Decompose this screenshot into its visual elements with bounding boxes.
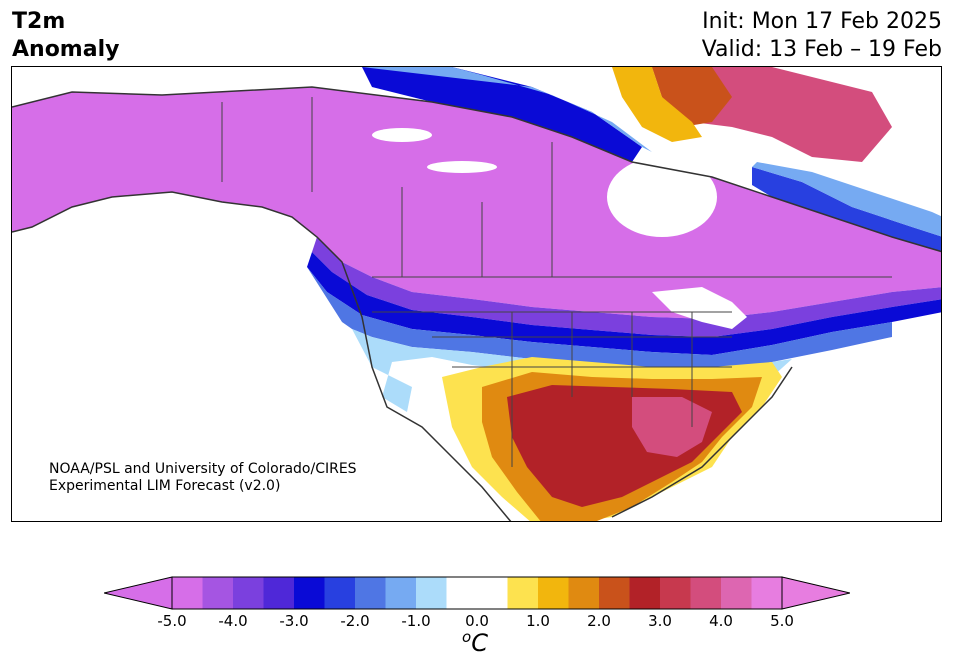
cold-anomaly-region: [12, 87, 941, 319]
baffin-warm: [612, 67, 702, 142]
colorbar-segment: [751, 577, 783, 609]
colorbar-frame: [171, 576, 783, 610]
colorbar-tick-label: 1.0: [526, 612, 550, 630]
colorbar-tick-label: -3.0: [279, 612, 309, 630]
colorbar-segment: [172, 577, 203, 609]
unit-degree: o: [462, 628, 472, 646]
colorbar-segment: [446, 577, 478, 609]
colorbar-segment: [294, 577, 325, 609]
northeast-cold-band: [752, 167, 941, 252]
colorbar-tick-label: 3.0: [648, 612, 672, 630]
hudson-bay: [607, 157, 717, 237]
colorbar-segment: [385, 577, 417, 609]
colorbar-segment: [538, 577, 569, 609]
colorbar-segment: [477, 577, 508, 609]
colorbar-segment: [629, 577, 661, 609]
colorbar-segment: [202, 577, 234, 609]
colorbar-segment: [263, 577, 295, 609]
arctic-light-band: [362, 67, 652, 152]
colorbar-extend-high: [781, 576, 850, 610]
forecast-dates: Init: Mon 17 Feb 2025 Valid: 13 Feb – 19…: [702, 8, 942, 64]
map-title: T2m Anomaly: [12, 8, 119, 64]
coastline: [12, 86, 941, 521]
colorbar-tick-label: 0.0: [465, 612, 489, 630]
colorbar-tick-label: -5.0: [157, 612, 187, 630]
great-bear-lake: [372, 128, 432, 142]
colorbar-tick-label: -2.0: [340, 612, 370, 630]
title-line-1: T2m: [12, 9, 66, 34]
map-canvas: [12, 67, 941, 521]
cold-band-mid: [307, 267, 892, 372]
credit-line-2: Experimental LIM Forecast (v2.0): [49, 478, 281, 494]
init-date: Init: Mon 17 Feb 2025: [702, 9, 942, 34]
colorbar-tick-label: -1.0: [401, 612, 431, 630]
colorbar-tick-label: 5.0: [770, 612, 794, 630]
unit-base: C: [471, 629, 488, 657]
colorbar: [104, 576, 850, 610]
credit-text: NOAA/PSL and University of Colorado/CIRE…: [49, 461, 357, 495]
colorbar-extend-low: [104, 576, 173, 610]
great-slave-lake: [427, 161, 497, 173]
colorbar-segment: [355, 577, 386, 609]
colorbar-segment: [660, 577, 691, 609]
colorbar-segment: [416, 577, 447, 609]
colorbar-segment: [507, 577, 539, 609]
colorbar-segment: [690, 577, 722, 609]
colorbar-tick-label: -4.0: [218, 612, 248, 630]
northeast-light: [752, 162, 941, 237]
colorbar-segment: [324, 577, 356, 609]
title-line-2: Anomaly: [12, 37, 120, 62]
credit-line-1: NOAA/PSL and University of Colorado/CIRE…: [49, 461, 357, 477]
great-lakes: [652, 287, 747, 329]
colorbar-segment: [568, 577, 600, 609]
colorbar-segment: [599, 577, 630, 609]
anomaly-map: [11, 66, 942, 522]
colorbar-tick-label: 4.0: [709, 612, 733, 630]
cold-band-blue: [307, 252, 941, 355]
valid-range: Valid: 13 Feb – 19 Feb: [701, 37, 942, 62]
unit-label: oC: [462, 628, 488, 657]
colorbar-segment: [721, 577, 752, 609]
colorbar-segment: [233, 577, 264, 609]
admin-borders: [221, 97, 892, 467]
colorbar-tick-label: 2.0: [587, 612, 611, 630]
